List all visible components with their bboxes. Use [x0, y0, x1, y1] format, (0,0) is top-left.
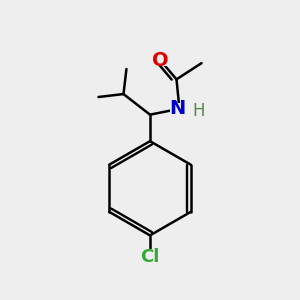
FancyBboxPatch shape [153, 54, 168, 67]
Text: Cl: Cl [140, 248, 160, 266]
Text: N: N [169, 99, 185, 118]
FancyBboxPatch shape [170, 103, 184, 115]
FancyBboxPatch shape [140, 249, 160, 266]
FancyBboxPatch shape [193, 106, 205, 116]
Text: O: O [152, 51, 169, 70]
Text: H: H [192, 102, 205, 120]
